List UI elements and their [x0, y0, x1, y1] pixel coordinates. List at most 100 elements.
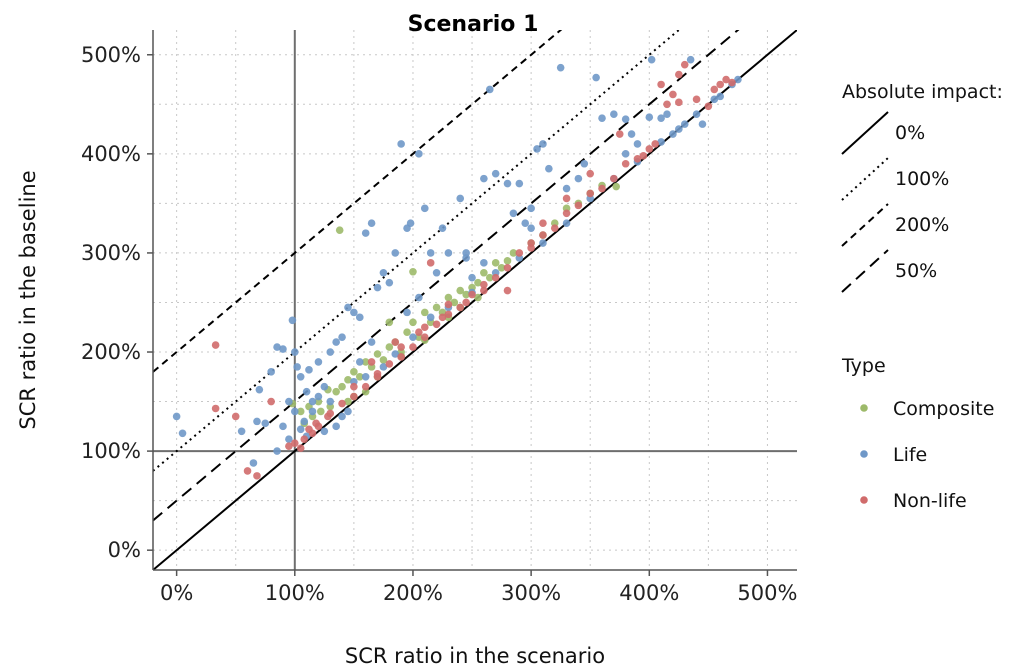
- data-point: [645, 145, 654, 153]
- legend: Absolute impact: 0% 100% 200% 50% Type Comp…: [841, 81, 1003, 512]
- data-point: [261, 419, 270, 428]
- legend-label-type: Life: [893, 444, 927, 466]
- data-point: [420, 323, 429, 332]
- data-point: [621, 150, 630, 158]
- data-point: [335, 226, 344, 234]
- data-point: [710, 95, 719, 104]
- data-point: [462, 298, 470, 307]
- data-point: [397, 140, 405, 148]
- data-point: [361, 382, 370, 391]
- data-point: [355, 313, 364, 322]
- legend-label-impact: 100%: [895, 168, 949, 190]
- data-point: [338, 382, 346, 391]
- data-point: [503, 263, 512, 272]
- data-point: [539, 239, 547, 247]
- data-point: [420, 204, 429, 213]
- y-tick-label: 300%: [81, 241, 141, 265]
- data-point: [403, 328, 411, 337]
- data-point: [539, 140, 547, 148]
- data-point: [300, 417, 309, 426]
- data-point: [444, 300, 453, 309]
- data-point: [361, 372, 370, 381]
- data-point: [539, 231, 547, 239]
- y-tick-label: 100%: [81, 439, 141, 463]
- data-point: [491, 259, 500, 267]
- data-point: [338, 399, 346, 408]
- data-point: [586, 169, 595, 178]
- data-point: [527, 204, 535, 213]
- data-point: [598, 184, 606, 193]
- legend-impact-title: Absolute impact:: [842, 81, 1003, 103]
- data-point: [509, 209, 518, 218]
- data-point: [391, 350, 400, 358]
- data-point: [338, 412, 346, 421]
- data-point: [397, 353, 405, 361]
- data-point: [320, 382, 329, 391]
- legend-impact-keys: 0% 100% 200% 50%: [841, 111, 949, 293]
- data-point: [326, 348, 335, 356]
- data-point: [562, 184, 571, 193]
- legend-key-impact-200: [841, 203, 889, 247]
- data-point: [290, 348, 299, 356]
- data-point: [675, 98, 683, 107]
- data-point: [361, 229, 370, 237]
- data-point: [397, 343, 405, 351]
- data-point: [456, 303, 465, 312]
- data-point: [663, 100, 671, 109]
- x-axis-title: SCR ratio in the scenario: [345, 644, 605, 668]
- data-point: [722, 75, 730, 84]
- data-point: [293, 363, 301, 371]
- data-point: [296, 407, 305, 416]
- y-tick-label: 0%: [108, 538, 141, 562]
- data-point: [302, 387, 311, 396]
- data-point: [692, 110, 701, 119]
- x-tick-label: 100%: [265, 581, 325, 605]
- data-point: [621, 115, 630, 123]
- data-point: [324, 412, 332, 421]
- data-point: [586, 189, 595, 198]
- data-point: [432, 303, 441, 312]
- data-point: [385, 360, 394, 368]
- data-point: [367, 219, 376, 228]
- y-axis-title: SCR ratio in the baseline: [16, 170, 40, 429]
- data-point: [491, 169, 500, 178]
- data-point: [663, 110, 671, 119]
- data-point: [178, 429, 187, 438]
- data-point: [556, 63, 565, 72]
- data-point: [503, 286, 512, 295]
- data-point: [480, 268, 488, 277]
- impact-line-200: [153, 30, 563, 373]
- x-tick-label: 400%: [619, 581, 679, 605]
- data-point: [249, 459, 258, 467]
- data-point: [350, 382, 358, 391]
- data-point: [633, 155, 642, 163]
- series-non-life: [211, 60, 736, 480]
- legend-label-impact: 50%: [895, 260, 937, 282]
- data-point: [580, 159, 589, 168]
- data-point: [296, 425, 305, 434]
- data-point: [367, 338, 376, 346]
- data-point: [409, 318, 417, 327]
- data-point: [592, 73, 600, 82]
- data-point: [645, 113, 654, 121]
- data-point: [285, 435, 293, 444]
- data-point: [647, 55, 656, 64]
- data-point: [332, 338, 340, 346]
- data-point: [574, 201, 583, 210]
- data-point: [172, 412, 181, 421]
- legend-key-life: [860, 450, 868, 458]
- data-point: [716, 92, 724, 101]
- data-point: [326, 397, 335, 406]
- data-point: [468, 290, 476, 299]
- data-point: [350, 368, 358, 376]
- data-point: [491, 273, 500, 282]
- tick-labels: 0% 100% 200% 300% 400% 500% 0% 100% 200% 300% 400%…: [81, 43, 798, 605]
- data-point: [344, 407, 352, 416]
- data-point: [669, 130, 677, 138]
- data-point: [273, 447, 281, 455]
- data-point: [288, 316, 297, 325]
- data-point: [314, 358, 323, 366]
- data-point: [338, 333, 346, 341]
- data-point: [545, 164, 553, 173]
